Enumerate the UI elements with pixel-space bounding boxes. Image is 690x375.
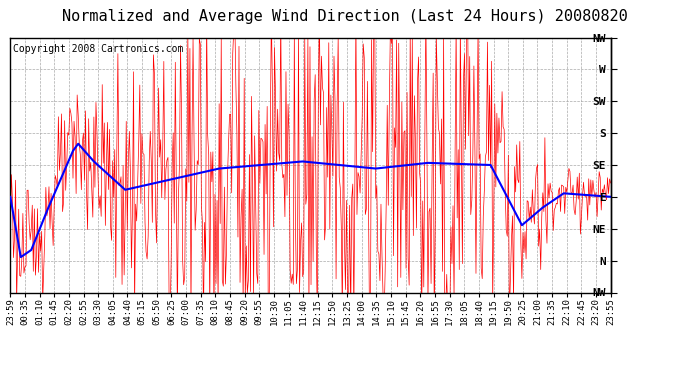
Text: Normalized and Average Wind Direction (Last 24 Hours) 20080820: Normalized and Average Wind Direction (L… bbox=[62, 9, 628, 24]
Text: Copyright 2008 Cartronics.com: Copyright 2008 Cartronics.com bbox=[13, 44, 184, 54]
